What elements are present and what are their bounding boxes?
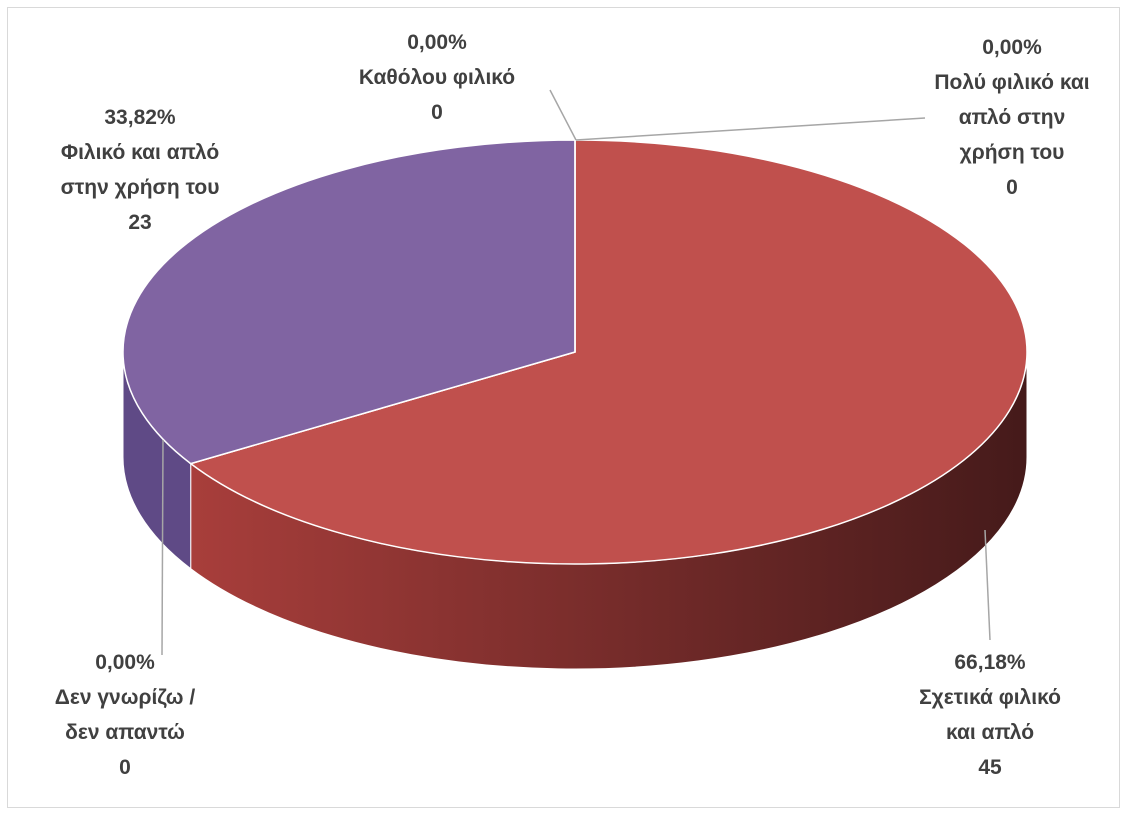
leader-line bbox=[575, 117, 926, 141]
percent-label: 0,00% bbox=[407, 31, 467, 54]
percent-label: 0,00% bbox=[982, 36, 1042, 59]
category-label: Καθόλου φιλικό bbox=[358, 66, 516, 89]
leader-line bbox=[984, 529, 991, 641]
value-label: 23 bbox=[128, 211, 152, 234]
pie bbox=[122, 139, 1028, 670]
data-label: 33,82% Φιλικό και απλό στην χρήση του 23 bbox=[35, 100, 245, 240]
data-label: 0,00% Δεν γνωρίζω / δεν απαντώ 0 bbox=[45, 645, 205, 785]
category-label: Δεν γνωρίζω / δεν απαντώ bbox=[54, 686, 196, 744]
data-label: 0,00% Πολύ φιλικό και απλό στην χρήση του… bbox=[927, 30, 1097, 205]
data-label: 66,18% Σχετικά φιλικό και απλό 45 bbox=[903, 645, 1078, 785]
category-label: Φιλικό και απλό στην χρήση του bbox=[60, 141, 220, 199]
percent-label: 33,82% bbox=[104, 106, 176, 129]
leader-lines bbox=[161, 89, 991, 656]
percent-label: 0,00% bbox=[95, 651, 155, 674]
leader-line bbox=[549, 89, 577, 141]
data-label: 0,00% Καθόλου φιλικό 0 bbox=[312, 25, 562, 130]
category-label: Σχετικά φιλικό και απλό bbox=[919, 686, 1061, 744]
leader-line bbox=[161, 439, 164, 656]
category-label: Πολύ φιλικό και απλό στην χρήση του bbox=[934, 71, 1090, 164]
pie-slice bbox=[122, 139, 576, 465]
value-label: 45 bbox=[978, 756, 1002, 779]
value-label: 0 bbox=[119, 756, 131, 779]
pie-slice bbox=[189, 139, 1028, 565]
value-label: 0 bbox=[1006, 176, 1018, 199]
percent-label: 66,18% bbox=[954, 651, 1026, 674]
value-label: 0 bbox=[431, 101, 443, 124]
